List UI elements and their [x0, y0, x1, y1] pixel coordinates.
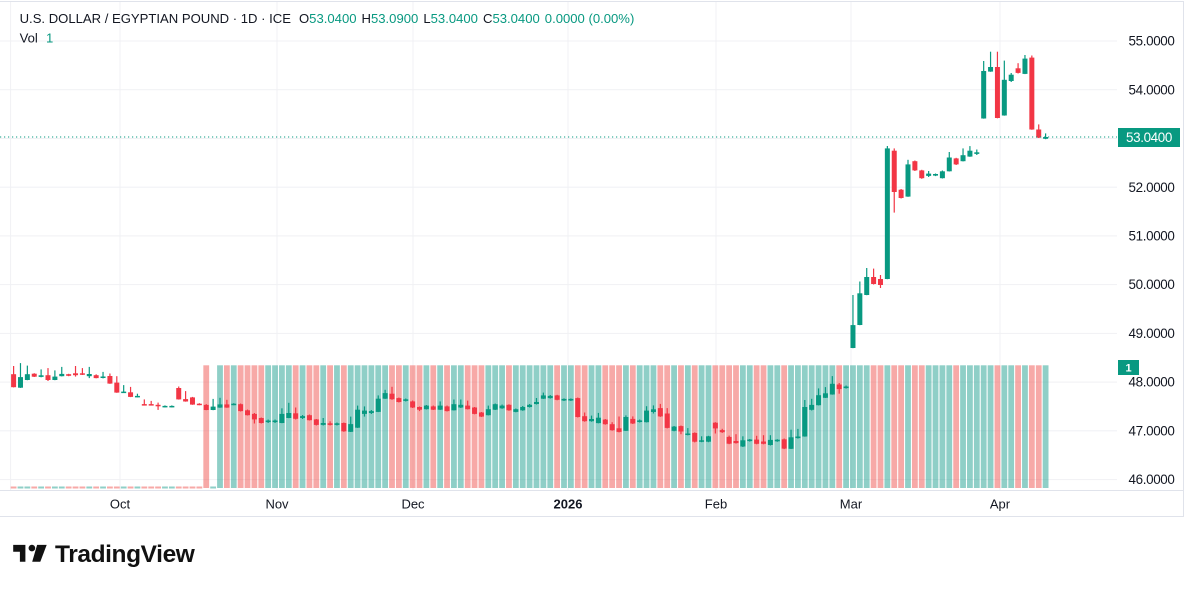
svg-text:46.0000: 46.0000: [1129, 472, 1175, 487]
svg-text:Oct: Oct: [110, 496, 131, 511]
svg-text:48.0000: 48.0000: [1129, 375, 1175, 390]
svg-text:54.0000: 54.0000: [1129, 82, 1175, 97]
svg-text:Dec: Dec: [401, 496, 425, 511]
svg-text:Vol: Vol: [20, 30, 38, 45]
svg-text:51.0000: 51.0000: [1129, 229, 1175, 244]
svg-text:47.0000: 47.0000: [1129, 423, 1175, 438]
svg-text:52.0000: 52.0000: [1129, 180, 1175, 195]
svg-text:55.0000: 55.0000: [1129, 34, 1175, 49]
svg-text:53.0400: 53.0400: [1126, 130, 1172, 145]
svg-text:1: 1: [46, 30, 53, 45]
svg-text:49.0000: 49.0000: [1129, 326, 1175, 341]
svg-text:2026: 2026: [554, 496, 583, 511]
svg-text:Mar: Mar: [840, 496, 863, 511]
svg-text:Nov: Nov: [265, 496, 289, 511]
svg-text:Apr: Apr: [990, 496, 1011, 511]
svg-text:1: 1: [1125, 363, 1131, 375]
svg-text:TradingView: TradingView: [55, 541, 196, 568]
svg-text:50.0000: 50.0000: [1129, 277, 1175, 292]
svg-text:Feb: Feb: [705, 496, 727, 511]
